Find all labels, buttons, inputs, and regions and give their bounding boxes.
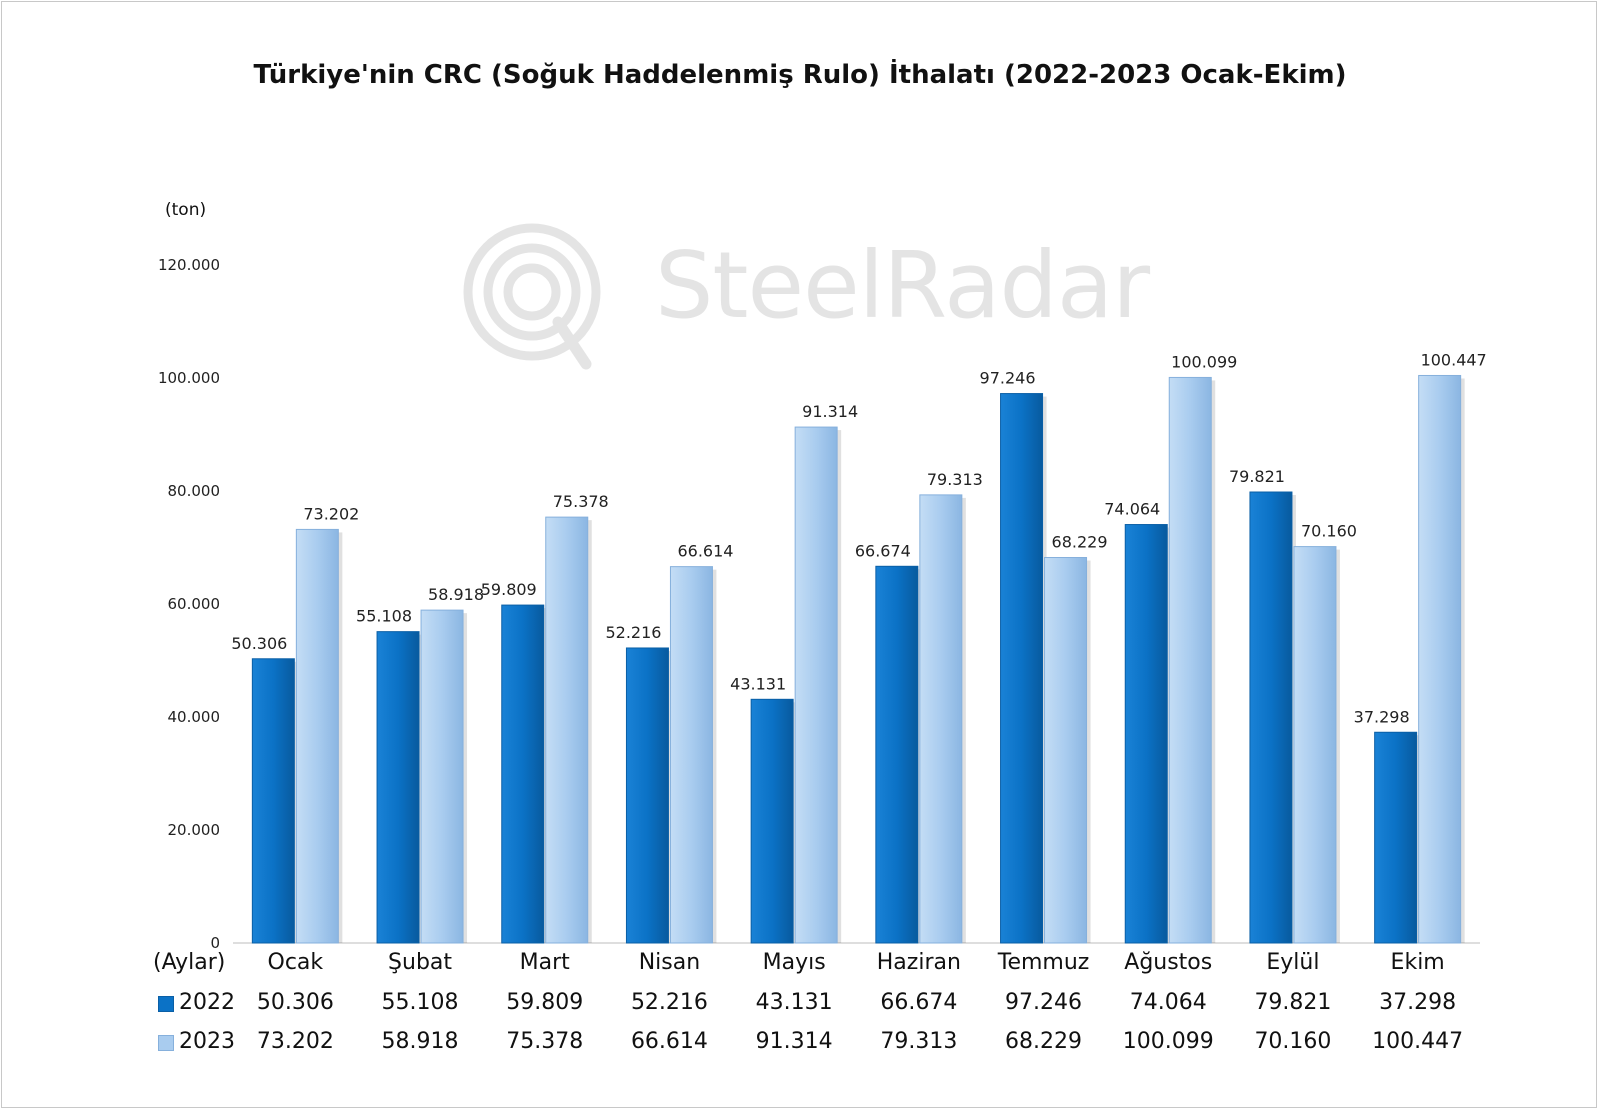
- data-label-2023: 100.099: [1171, 352, 1237, 371]
- legend-label-2022: 2022: [179, 990, 235, 1015]
- bar-2022-0: [251, 658, 295, 944]
- table-value-2023: 68.229: [1005, 1029, 1083, 1054]
- x-tick-label: Ekim: [1390, 950, 1445, 975]
- table-value-2023: 100.447: [1372, 1029, 1464, 1054]
- y-tick-label: 40.000: [168, 708, 221, 726]
- x-tick-label: Mart: [519, 950, 570, 975]
- data-label-2023: 73.202: [303, 504, 359, 523]
- bar-2022-7: [1124, 524, 1168, 944]
- y-tick-label: 60.000: [168, 595, 221, 613]
- data-label-2022: 37.298: [1354, 707, 1410, 726]
- table-value-2022: 37.298: [1379, 990, 1457, 1015]
- table-value-2022: 50.306: [256, 990, 334, 1015]
- table-value-2022: 97.246: [1005, 990, 1083, 1015]
- table-value-2022: 66.674: [880, 990, 958, 1015]
- bar-2022-4: [750, 698, 794, 944]
- data-label-2022: 59.809: [481, 580, 537, 599]
- data-label-2023: 70.160: [1301, 522, 1357, 541]
- data-label-2023: 58.918: [428, 585, 484, 604]
- watermark-logo: [463, 223, 601, 370]
- x-tick-label: Eylül: [1266, 950, 1320, 975]
- x-tick-label: Mayıs: [762, 950, 826, 975]
- table-value-2023: 58.918: [381, 1029, 459, 1054]
- table-value-2022: 74.064: [1129, 990, 1207, 1015]
- data-label-2023: 66.614: [677, 542, 733, 561]
- bar-2023-9: [1418, 374, 1462, 944]
- legend-key-2022: [158, 996, 174, 1012]
- x-tick-label: Nisan: [638, 950, 701, 975]
- table-value-2023: 73.202: [256, 1029, 334, 1054]
- bar-2023-1: [420, 609, 464, 944]
- y-tick-label: 100.000: [158, 369, 220, 387]
- x-tick-label: Temmuz: [997, 950, 1090, 975]
- table-value-2022: 79.821: [1254, 990, 1332, 1015]
- table-value-2023: 100.099: [1122, 1029, 1214, 1054]
- bar-2022-2: [501, 604, 545, 944]
- table-value-2023: 70.160: [1254, 1029, 1332, 1054]
- data-label-2023: 100.447: [1421, 350, 1487, 369]
- x-tick-label: Ağustos: [1124, 950, 1213, 975]
- data-label-2022: 43.131: [730, 674, 786, 693]
- bar-2023-4: [794, 426, 838, 944]
- data-label-2023: 79.313: [927, 470, 983, 489]
- bar-2023-7: [1168, 376, 1212, 944]
- bar-2023-2: [545, 516, 589, 944]
- data-label-2023: 75.378: [553, 492, 609, 511]
- table-value-2022: 52.216: [630, 990, 708, 1015]
- x-tick-label: Ocak: [267, 950, 324, 975]
- table-value-2023: 75.378: [506, 1029, 584, 1054]
- table-value-2023: 79.313: [880, 1029, 958, 1054]
- data-label-2023: 91.314: [802, 402, 858, 421]
- data-label-2023: 68.229: [1052, 533, 1108, 552]
- bar-2023-8: [1293, 546, 1337, 944]
- data-label-2022: 50.306: [231, 634, 287, 653]
- y-tick-label: 120.000: [158, 256, 220, 274]
- table-value-2022: 55.108: [381, 990, 459, 1015]
- bar-2022-3: [625, 647, 669, 944]
- bar-2023-0: [295, 528, 339, 944]
- chart-title: Türkiye'nin CRC (Soğuk Haddelenmiş Rulo)…: [253, 60, 1347, 90]
- data-label-2022: 74.064: [1104, 500, 1160, 519]
- bar-2023-3: [669, 566, 713, 944]
- data-label-2022: 97.246: [980, 369, 1036, 388]
- bar-2022-1: [376, 631, 420, 944]
- y-unit-label: (ton): [165, 200, 207, 220]
- y-tick-label: 80.000: [168, 482, 221, 500]
- table-value-2022: 59.809: [506, 990, 584, 1015]
- data-label-2022: 66.674: [855, 541, 911, 560]
- bar-2022-6: [1000, 393, 1044, 944]
- data-label-2022: 79.821: [1229, 467, 1285, 486]
- legend-key-2023: [158, 1035, 174, 1051]
- legend-label-2023: 2023: [179, 1029, 235, 1054]
- table-value-2023: 66.614: [630, 1029, 708, 1054]
- bar-2022-8: [1249, 491, 1293, 944]
- bar-2023-5: [919, 494, 963, 944]
- bar-2022-5: [875, 565, 919, 944]
- x-tick-label: Haziran: [876, 950, 961, 975]
- watermark-text: SteelRadar: [655, 232, 1150, 339]
- table-value-2023: 91.314: [755, 1029, 833, 1054]
- y-tick-label: 20.000: [168, 821, 221, 839]
- y-tick-label: 0: [210, 934, 220, 952]
- x-tick-label: Şubat: [388, 950, 453, 975]
- category-header: (Aylar): [153, 950, 226, 975]
- table-value-2022: 43.131: [755, 990, 833, 1015]
- data-label-2022: 55.108: [356, 607, 412, 626]
- data-label-2022: 52.216: [605, 623, 661, 642]
- bar-2022-9: [1374, 731, 1418, 944]
- bar-2023-6: [1044, 557, 1088, 944]
